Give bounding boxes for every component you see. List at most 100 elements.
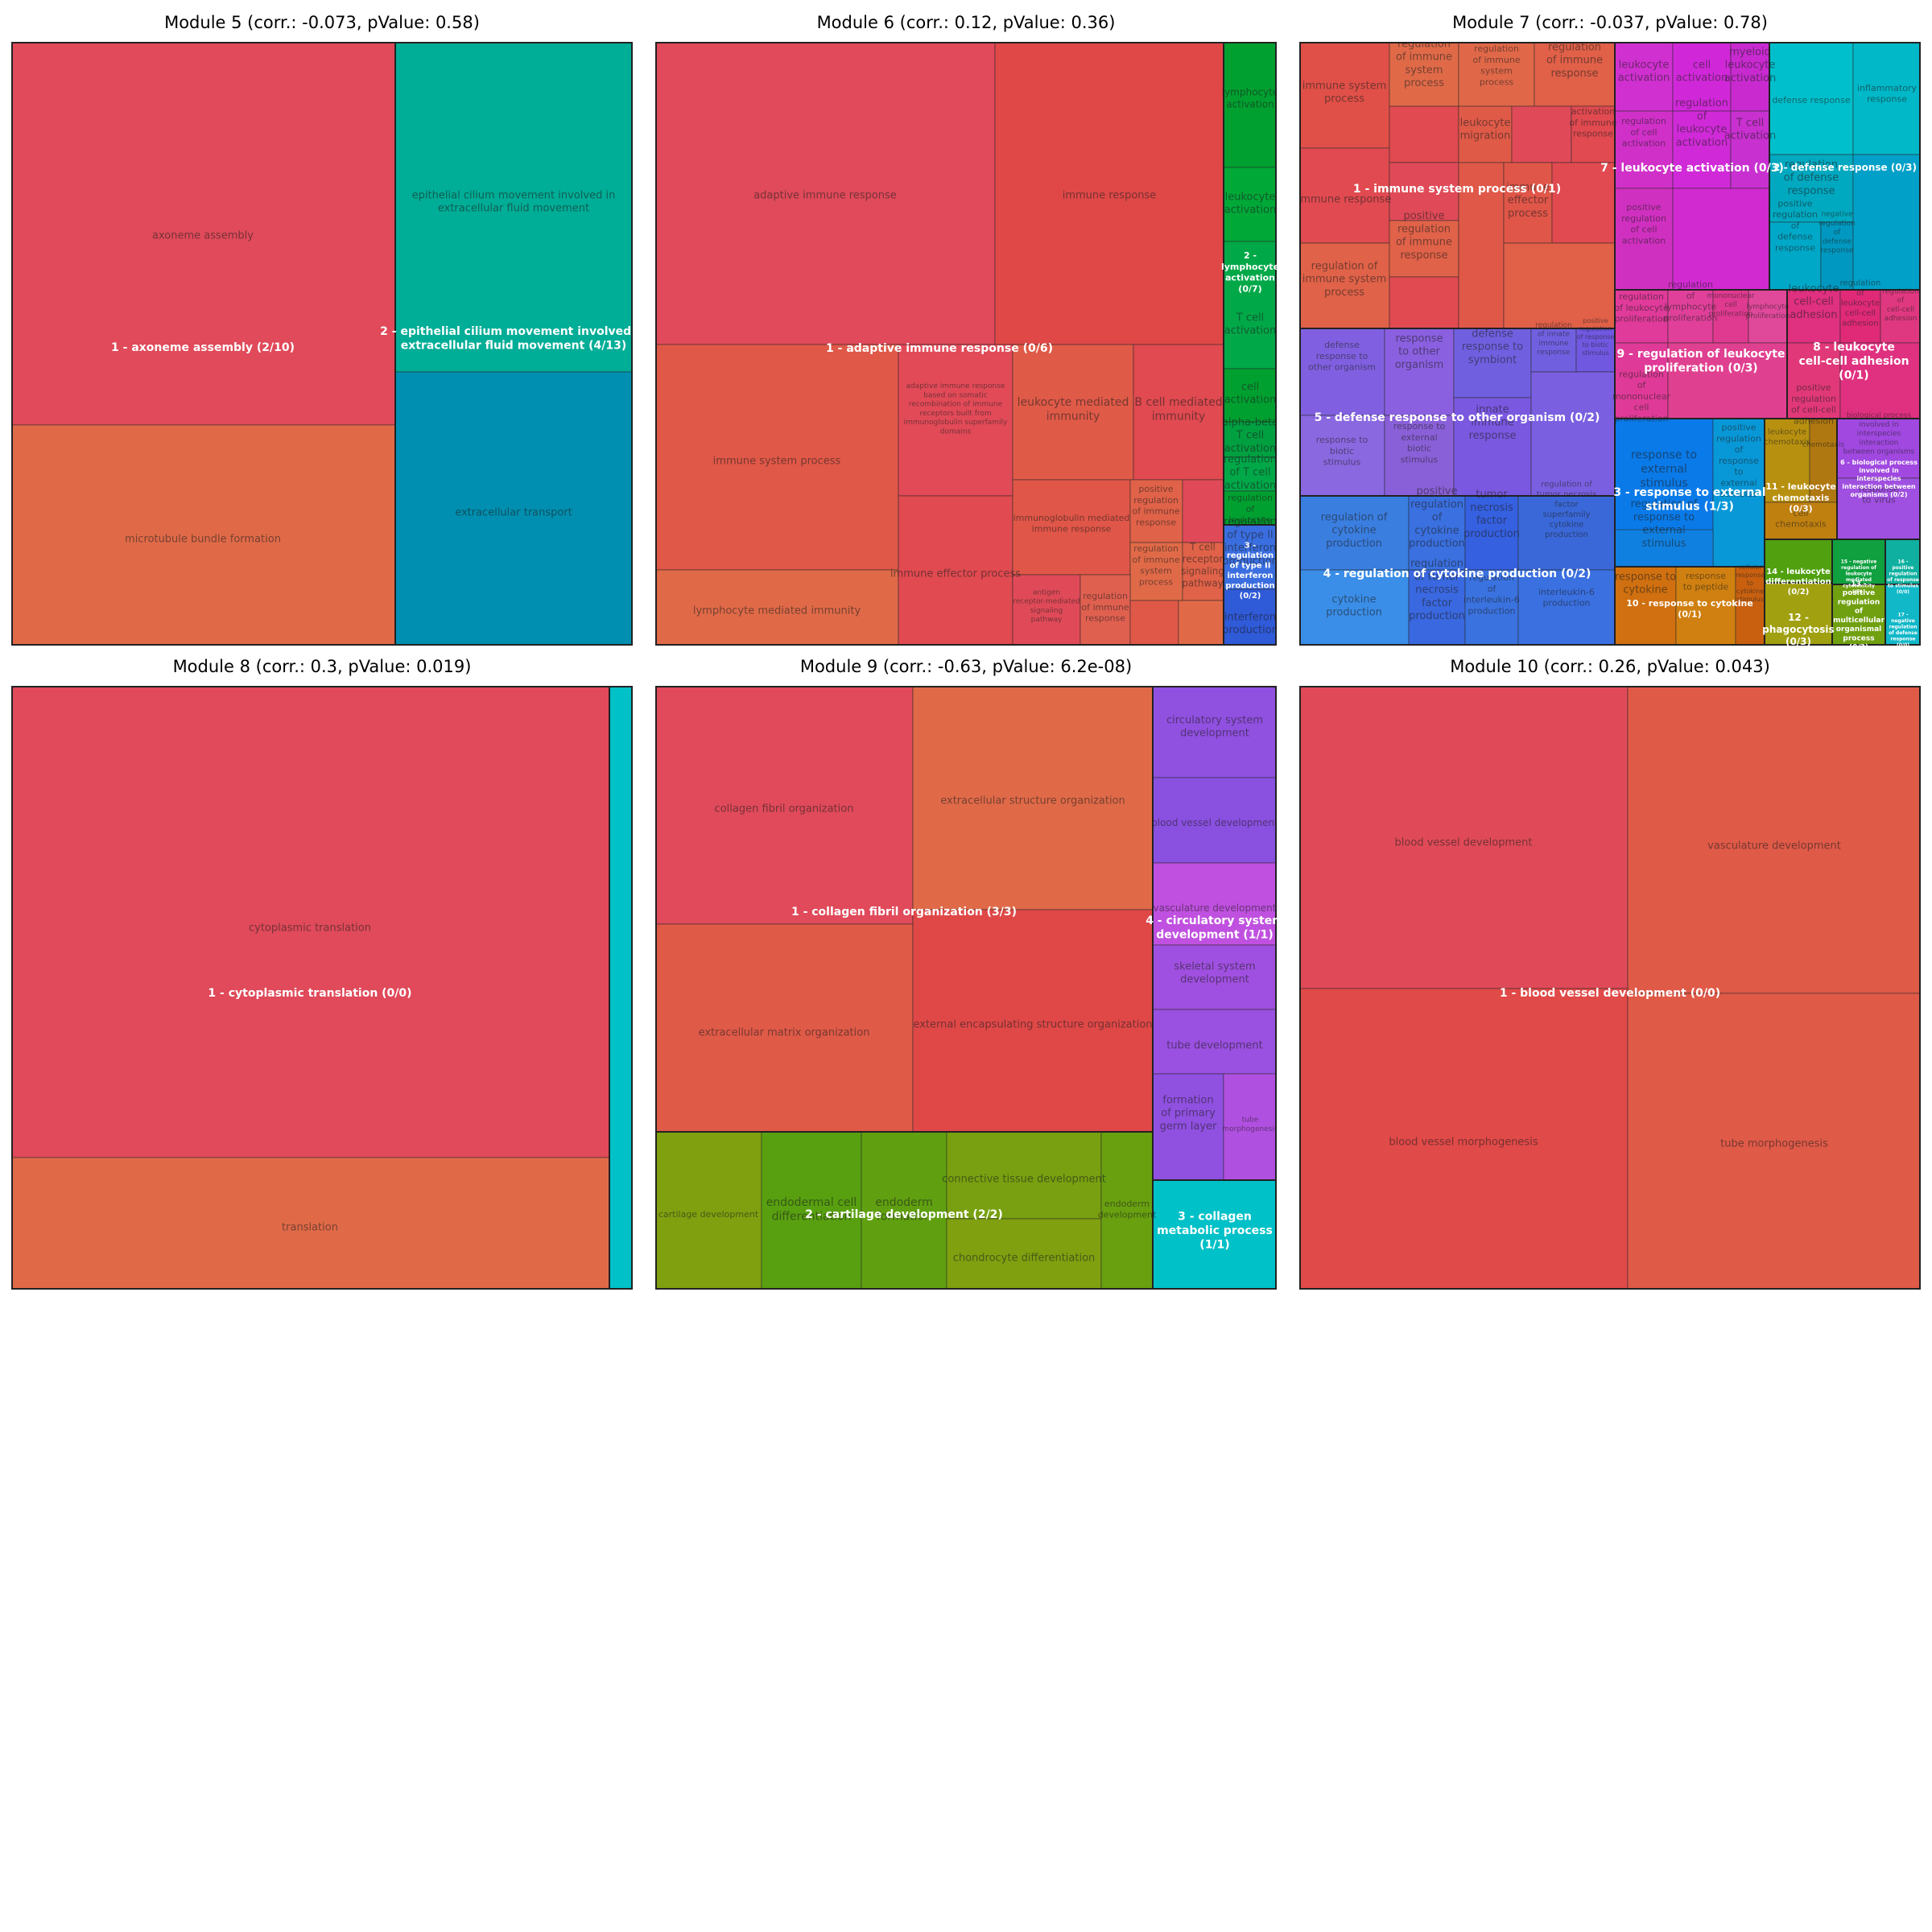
cell-label: lymphocyte proliferation bbox=[1746, 303, 1790, 320]
cell-label: blood vessel morphogenesis bbox=[1389, 1137, 1538, 1149]
group-label: 13 -positive regulation of multicellular org… bbox=[1833, 580, 1885, 646]
group-label: 1 - blood vessel development (0/0) bbox=[1500, 987, 1720, 1000]
cell-label: regulation of response to external stimulus bbox=[1631, 498, 1698, 550]
cell-label: regulation of innate immune response bbox=[1535, 321, 1572, 357]
cell-label: extracellular matrix organization bbox=[699, 1027, 870, 1039]
cell-label: interleukin-6 production bbox=[1538, 587, 1595, 609]
cell-label: cell chemotaxis bbox=[1775, 508, 1827, 530]
treemap-group-border bbox=[1885, 584, 1921, 646]
cell-label: immune response bbox=[1299, 194, 1391, 206]
treemap-cell bbox=[1667, 342, 1788, 419]
panel-title: Module 7 (corr.: -0.037, pValue: 0.78) bbox=[1452, 13, 1768, 32]
treemap-cell bbox=[1530, 371, 1616, 497]
treemap-cell bbox=[1614, 110, 1674, 189]
cell-label: response to virus bbox=[1859, 484, 1899, 506]
cell-label: tube morphogenesis bbox=[1720, 1138, 1828, 1150]
group-label: 2 - epithelial cilium movement involved … bbox=[380, 325, 633, 353]
cell-label: cellular response to cytokine stimulus bbox=[1736, 564, 1765, 603]
treemap-cell bbox=[1730, 42, 1770, 112]
treemap-cell bbox=[761, 1131, 862, 1290]
panel-title: Module 8 (corr.: 0.3, pValue: 0.019) bbox=[172, 657, 472, 676]
cell-label: regulation of leukocyte activation bbox=[1675, 97, 1728, 149]
treemap-cell bbox=[1012, 479, 1131, 576]
group-label: 2 - cartilage development (2/2) bbox=[805, 1208, 1003, 1221]
group-label: 9 - regulation of leukocyte proliferation… bbox=[1617, 348, 1785, 375]
cell-label: regulation of cytokine production bbox=[1321, 511, 1388, 550]
treemap-cell bbox=[1458, 162, 1505, 329]
cell-label: endoderm formation bbox=[875, 1196, 933, 1224]
cell-label: regulation of immune response bbox=[1081, 591, 1129, 624]
treemap-frame bbox=[1299, 42, 1921, 646]
cell-label: leukocyte chemotaxis bbox=[1764, 427, 1810, 447]
cell-label: regulation of immune system process bbox=[1302, 260, 1387, 299]
group-label: 2 - defense response (0/3) bbox=[1773, 162, 1917, 173]
treemap-cell bbox=[1748, 289, 1788, 344]
treemap-cell bbox=[1735, 566, 1765, 646]
cell-label: alpha-beta T cell activation bbox=[1222, 416, 1277, 455]
cell-label: defense response to symbiont bbox=[1462, 328, 1523, 366]
cell-label: vasculature development bbox=[1707, 840, 1841, 852]
treemap-cell bbox=[1672, 110, 1732, 189]
treemap-cell bbox=[1503, 242, 1616, 329]
treemap-cell bbox=[1464, 495, 1519, 571]
cell-label: tube morphogenesis bbox=[1222, 1117, 1277, 1133]
cell-label: response to other organism bbox=[1395, 332, 1444, 371]
cell-label: connective tissue development bbox=[942, 1174, 1106, 1186]
treemap-cell bbox=[1152, 1179, 1277, 1290]
cell-label: immune effector process bbox=[890, 568, 1021, 580]
cell-label: regulation of cell-cell adhesion bbox=[1882, 287, 1919, 323]
treemap-cell bbox=[1223, 421, 1277, 458]
treemap-cell bbox=[1299, 569, 1410, 646]
treemap-cell bbox=[1223, 490, 1277, 526]
group-label: 1 - immune system process (0/1) bbox=[1353, 183, 1561, 196]
treemap-cell bbox=[898, 344, 1013, 497]
treemap-cell bbox=[1408, 495, 1466, 571]
treemap-group-border bbox=[1223, 524, 1277, 646]
cell-label: positive regulation of immune response bbox=[1396, 210, 1452, 262]
cell-label: response to external stimulus bbox=[1631, 448, 1697, 489]
treemap-cell bbox=[1133, 344, 1224, 481]
treemap-cell bbox=[11, 686, 610, 1158]
group-label: 14 - leukocyte differentiation (0/2) bbox=[1765, 568, 1831, 597]
group-label: 17 -negative regulation of defense response… bbox=[1889, 612, 1918, 646]
cell-label: collagen fibril organization bbox=[715, 803, 854, 815]
treemap-cell bbox=[912, 686, 1154, 910]
cell-label: regulation of tumor necrosis factor superfa… bbox=[1537, 480, 1597, 539]
treemap-cell bbox=[1852, 154, 1921, 291]
treemap-cell bbox=[1129, 600, 1179, 646]
group-label: 15 - negative regulation of leukocyte media… bbox=[1841, 559, 1877, 595]
treemap-cell bbox=[394, 371, 633, 646]
group-label: 1 - cytoplasmic translation (0/0) bbox=[208, 987, 411, 1000]
treemap-cell bbox=[1672, 42, 1732, 112]
group-label: 1 - adaptive immune response (0/6) bbox=[826, 342, 1053, 355]
treemap-cell bbox=[1453, 397, 1532, 497]
treemap-cell bbox=[1223, 241, 1277, 369]
cell-label: response to external biotic stimulus bbox=[1393, 421, 1446, 464]
treemap-cell bbox=[1551, 162, 1616, 244]
treemap-cell bbox=[1389, 220, 1459, 278]
cell-label: cell activation bbox=[1224, 381, 1276, 406]
treemap-cell bbox=[1299, 147, 1390, 244]
cell-label: tumor necrosis factor production bbox=[1463, 489, 1520, 540]
cell-label: activation of immune response bbox=[1569, 106, 1617, 139]
group-label: 3 - response to external stimulus (1/3) bbox=[1613, 486, 1765, 514]
treemap-chart: cytoplasmic translation translation 1 - … bbox=[11, 686, 633, 1290]
cell-label: endodermal cell differentiation bbox=[766, 1196, 857, 1224]
cell-label: positive regulation of defense response bbox=[1773, 198, 1818, 253]
cell-label: positive regulation of cytokine production bbox=[1409, 485, 1465, 550]
treemap-frame bbox=[11, 42, 633, 646]
treemap-cell bbox=[912, 909, 1154, 1133]
treemap-cell bbox=[1852, 42, 1921, 155]
group-label: 11 - leukocyte chemotaxis (0/3) bbox=[1765, 481, 1836, 514]
cell-label: T cell activation bbox=[1224, 312, 1276, 336]
treemap-cell bbox=[655, 686, 914, 925]
group-label: 1 - axoneme assembly (2/10) bbox=[111, 341, 295, 354]
panel-title: Module 6 (corr.: 0.12, pValue: 0.36) bbox=[816, 13, 1116, 32]
cell-label: immune effector process bbox=[1506, 181, 1549, 219]
treemap-cell bbox=[1152, 944, 1277, 1010]
group-label: 2 -lymphocyte activation (0/7) bbox=[1221, 250, 1277, 294]
cell-label: tube development bbox=[1166, 1040, 1262, 1052]
cell-label: positive regulation of cell activation bbox=[1621, 202, 1666, 246]
treemap-cell bbox=[1223, 456, 1277, 492]
treemap-cell bbox=[1129, 542, 1183, 601]
